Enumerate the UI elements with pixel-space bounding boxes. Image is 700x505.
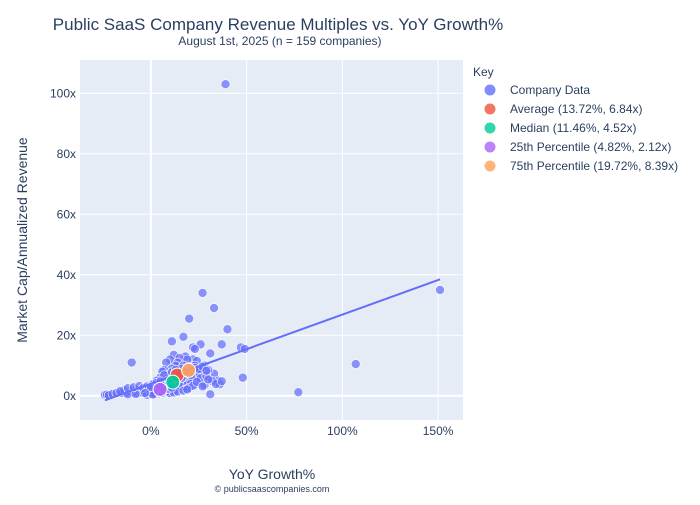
- company-data-point[interactable]: [216, 376, 227, 387]
- company-data-point[interactable]: [293, 387, 304, 397]
- company-data-point[interactable]: [205, 389, 216, 400]
- legend-swatch: [484, 122, 496, 134]
- company-data-point[interactable]: [435, 285, 445, 295]
- x-tick-label: 0%: [142, 424, 160, 438]
- credit-text: © publicsaascompanies.com: [215, 484, 330, 494]
- legend: Key Company Data Average (13.72%, 6.84x) M…: [473, 65, 678, 173]
- legend-label: 25th Percentile (4.82%, 2.12x): [510, 140, 671, 154]
- legend-label: 75th Percentile (19.72%, 8.39x): [510, 159, 678, 173]
- company-data-point[interactable]: [184, 313, 194, 324]
- company-data-point[interactable]: [350, 359, 361, 369]
- company-data-point[interactable]: [201, 365, 212, 376]
- company-data-point[interactable]: [190, 344, 200, 354]
- legend-label: Company Data: [510, 83, 590, 97]
- company-data-point[interactable]: [209, 303, 219, 313]
- company-data-point[interactable]: [140, 388, 150, 398]
- y-tick-label: 60x: [57, 207, 76, 221]
- chart-title: Public SaaS Company Revenue Multiples vs…: [53, 15, 503, 34]
- data-points: [100, 79, 445, 402]
- company-data-point[interactable]: [197, 288, 208, 298]
- x-axis-label: YoY Growth%: [229, 466, 315, 482]
- legend-label: Average (13.72%, 6.84x): [510, 102, 643, 116]
- legend-swatch: [484, 160, 496, 172]
- company-data-point[interactable]: [222, 324, 233, 335]
- summary-marker[interactable]: [181, 362, 197, 378]
- company-data-point[interactable]: [126, 357, 137, 368]
- x-tick-label: 50%: [235, 424, 259, 438]
- chart-subtitle: August 1st, 2025 (n = 159 companies): [178, 34, 381, 48]
- x-tick-label: 150%: [423, 424, 454, 438]
- company-data-point[interactable]: [203, 374, 214, 385]
- trendline: [104, 278, 441, 402]
- plot-area: [80, 60, 463, 420]
- company-data-point[interactable]: [167, 336, 177, 347]
- company-data-point[interactable]: [178, 332, 189, 342]
- y-tick-label: 20x: [57, 328, 76, 342]
- legend-swatch: [484, 141, 496, 153]
- legend-items: Company Data Average (13.72%, 6.84x) Media…: [484, 83, 678, 173]
- y-tick-label: 0x: [63, 389, 76, 403]
- company-data-point[interactable]: [237, 372, 248, 383]
- legend-swatch: [484, 103, 496, 115]
- company-data-point[interactable]: [197, 381, 208, 392]
- company-data-point[interactable]: [216, 339, 227, 350]
- company-data-point[interactable]: [220, 79, 231, 90]
- company-data-point[interactable]: [182, 384, 193, 395]
- y-tick-label: 100x: [50, 86, 76, 100]
- legend-label: Median (11.46%, 4.52x): [510, 121, 637, 135]
- x-tick-label: 100%: [327, 424, 358, 438]
- summary-marker[interactable]: [165, 374, 181, 390]
- y-axis-label: Market Cap/Annualized Revenue: [14, 137, 30, 343]
- legend-swatch: [484, 84, 496, 96]
- y-tick-label: 80x: [57, 147, 76, 161]
- company-data-point[interactable]: [205, 348, 216, 359]
- legend-title: Key: [473, 65, 494, 79]
- y-tick-label: 40x: [57, 268, 76, 282]
- summary-marker[interactable]: [152, 381, 168, 397]
- tick-labels: 0% 50% 100% 150% 0x 20x 40x 60x 80x 100x: [50, 86, 454, 438]
